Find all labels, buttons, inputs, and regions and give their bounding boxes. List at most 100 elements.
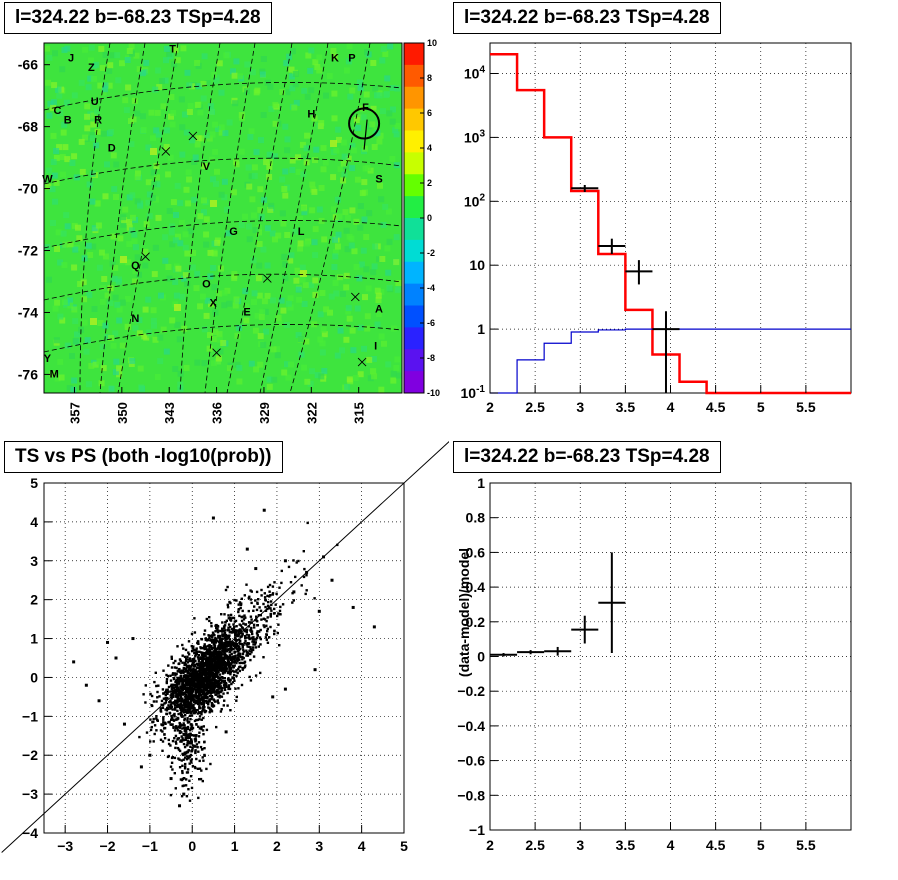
scatter-point (237, 608, 240, 611)
scatter-point (173, 703, 177, 707)
map-pixel (243, 317, 250, 324)
scatter-point (223, 677, 226, 680)
scatter-point (249, 621, 253, 624)
scatter-point (170, 701, 173, 704)
scatter-outlier-point (182, 792, 186, 796)
scatter-point (197, 678, 201, 681)
map-pixel (359, 190, 366, 197)
scatter-point (176, 705, 179, 708)
map-pixel (87, 75, 94, 82)
scatter-point (194, 740, 197, 743)
scatter-point (200, 698, 204, 701)
map-pixel (186, 176, 193, 183)
map-pixel (343, 227, 350, 234)
map-pixel (170, 109, 177, 116)
map-pixel (230, 189, 237, 196)
map-pixel (207, 249, 214, 256)
scatter-point (238, 669, 241, 673)
scatter-point (223, 683, 227, 686)
map-pixel (84, 125, 91, 132)
scatter-point (253, 643, 257, 646)
scatter-point (192, 684, 195, 687)
scatter-point (205, 676, 209, 679)
scatter-point (255, 632, 259, 635)
map-pixel (94, 128, 101, 135)
scatter-point (200, 663, 203, 666)
map-pixel (237, 73, 244, 80)
map-pixel (91, 75, 97, 82)
map-pixel (282, 192, 289, 199)
map-pixel (177, 240, 184, 247)
scatter-point (263, 625, 266, 629)
map-pixel (189, 137, 196, 144)
map-pixel (332, 214, 339, 221)
scatter-point (215, 626, 218, 629)
scatter-point (142, 693, 145, 696)
map-pixel (176, 336, 183, 343)
map-pixel (102, 82, 109, 89)
scatter-point (224, 649, 228, 653)
scatter-point (233, 660, 237, 663)
scatter-point (190, 672, 193, 676)
scatter-point (186, 670, 189, 673)
map-pixel (204, 297, 211, 304)
map-pixel (93, 61, 99, 68)
map-pixel (146, 213, 153, 220)
scatter-point (226, 637, 230, 640)
map-pixel (52, 305, 59, 312)
map-pixel (373, 109, 380, 116)
scatter-point (184, 702, 187, 705)
map-pixel (62, 241, 69, 248)
scatter-point (234, 654, 237, 657)
scatter-point (180, 677, 184, 680)
map-pixel (318, 217, 325, 224)
scatter-point (186, 711, 189, 714)
scatter-point (206, 700, 209, 703)
map-pixel (393, 234, 400, 241)
map-pixel (67, 297, 74, 304)
scatter-point (184, 674, 188, 677)
scatter-point (184, 660, 188, 663)
scatter-point (189, 741, 193, 745)
scatter-point (213, 684, 216, 687)
scatter-point (195, 697, 198, 700)
scatter-point (172, 686, 176, 690)
scatter-point (229, 640, 232, 644)
scatter-point (197, 698, 200, 701)
map-pixel (357, 371, 364, 378)
map-pixel (281, 369, 288, 376)
map-pixel (255, 275, 262, 282)
scatter-point (229, 673, 232, 676)
scatter-point (222, 653, 225, 656)
scatter-point (155, 700, 158, 703)
scatter-point (241, 658, 244, 661)
scatter-point (193, 649, 196, 652)
scatter-point (200, 651, 203, 654)
map-pixel (272, 102, 279, 108)
scatter-point (257, 630, 260, 633)
map-pixel (89, 198, 96, 205)
scatter-point (191, 746, 194, 750)
scatter-point (231, 641, 234, 644)
scatter-point (273, 607, 276, 611)
scatter-point (200, 675, 203, 678)
scatter-point (193, 617, 196, 620)
scatter-point (184, 762, 187, 766)
map-pixel (56, 144, 63, 151)
spectrum-x-tick-label: 2.5 (525, 399, 545, 415)
scatter-point (210, 625, 213, 628)
map-pixel (370, 356, 377, 362)
source-label: E (243, 307, 250, 319)
map-pixel (93, 142, 100, 149)
scatter-point (227, 686, 230, 689)
scatter-point (183, 663, 186, 666)
scatter-point (229, 613, 233, 617)
map-pixel (61, 121, 68, 128)
scatter-point (214, 671, 218, 674)
map-grid-latitude (43, 273, 403, 301)
map-pixel (279, 89, 286, 95)
scatter-point (187, 692, 190, 696)
map-pixel (316, 54, 323, 61)
scatter-point (249, 629, 252, 632)
